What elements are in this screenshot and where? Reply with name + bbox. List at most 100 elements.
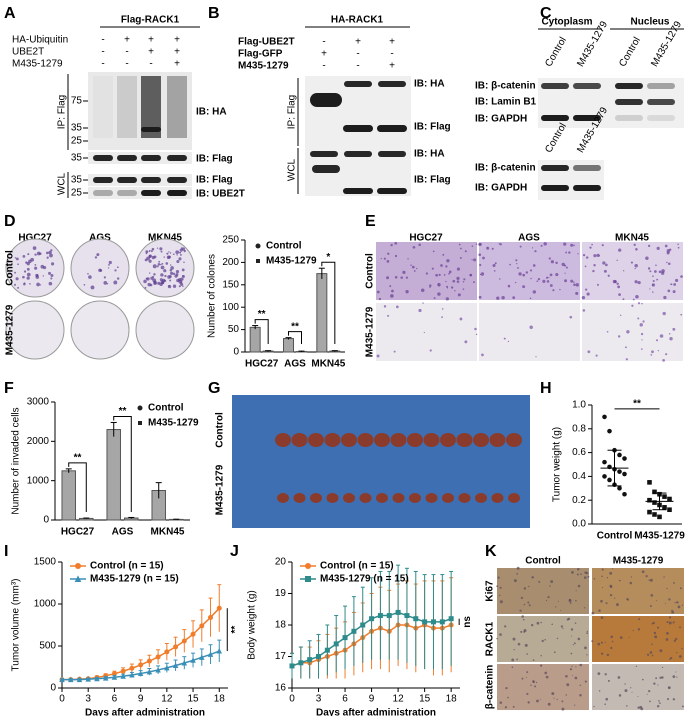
texture-dot	[429, 286, 431, 288]
texture-dot	[607, 274, 610, 277]
texture-dot	[420, 288, 425, 293]
blot-band	[93, 190, 113, 196]
texture-dot	[156, 265, 159, 268]
texture-dot	[662, 358, 665, 362]
texture-dot	[629, 581, 633, 585]
y-tick-label: 3000	[27, 397, 50, 408]
marker	[74, 575, 82, 582]
sign: +	[174, 47, 180, 58]
texture-dot	[673, 639, 677, 642]
texture-dot	[573, 642, 576, 645]
texture-dot	[443, 274, 446, 276]
texture-dot	[569, 315, 573, 319]
texture-dot	[169, 279, 172, 282]
smear	[141, 76, 161, 138]
texture-dot	[463, 278, 466, 281]
blot-label: IB: Flag	[196, 175, 233, 186]
x-tick-label: 18	[446, 694, 458, 705]
row-label: M435-1279	[238, 61, 289, 72]
texture-dot	[635, 665, 638, 668]
texture-dot	[669, 336, 673, 341]
texture-dot	[672, 675, 676, 678]
x-tick-label: 12	[161, 694, 173, 705]
texture-dot	[452, 279, 456, 283]
texture-dot	[445, 297, 449, 301]
texture-dot	[170, 264, 172, 266]
marker	[667, 496, 672, 502]
texture-dot	[521, 677, 524, 680]
texture-dot	[600, 641, 603, 644]
texture-dot	[464, 250, 467, 253]
texture-dot	[666, 261, 668, 264]
texture-dot	[611, 568, 613, 570]
texture-dot	[667, 289, 671, 293]
blot-band	[377, 188, 407, 194]
texture-dot	[570, 652, 573, 655]
texture-dot	[606, 576, 609, 579]
marker	[208, 614, 214, 620]
texture-dot	[151, 247, 155, 251]
texture-dot	[585, 572, 589, 575]
texture-dot	[438, 273, 441, 277]
texture-dot	[680, 275, 683, 278]
fraction-label: Cytoplasm	[541, 17, 592, 28]
texture-dot	[116, 266, 119, 269]
sign: -	[101, 35, 104, 46]
texture-dot	[182, 285, 184, 287]
y-tick-label: 0.8	[572, 423, 586, 434]
bar	[106, 429, 121, 521]
texture-dot	[593, 705, 595, 708]
size-marker: 25	[71, 188, 83, 199]
texture-dot	[166, 252, 169, 255]
texture-dot	[623, 270, 625, 272]
x-tick-label: 0	[289, 694, 295, 705]
texture-dot	[458, 243, 461, 246]
texture-dot	[544, 671, 548, 675]
marker	[305, 563, 311, 569]
texture-dot	[649, 605, 652, 607]
texture-dot	[668, 333, 671, 335]
texture-dot	[654, 270, 657, 273]
micrograph	[582, 242, 683, 300]
texture-dot	[429, 284, 432, 287]
dish	[135, 238, 195, 298]
marker	[652, 500, 657, 505]
tumor	[392, 493, 405, 503]
marker	[622, 491, 627, 497]
texture-dot	[160, 250, 163, 253]
texture-dot	[48, 281, 53, 286]
texture-dot	[626, 597, 629, 601]
tumor	[390, 433, 407, 447]
y-tick-label: 0	[233, 347, 239, 358]
sig-label: **	[74, 453, 82, 464]
texture-dot	[511, 666, 514, 669]
texture-dot	[46, 256, 49, 259]
marker	[120, 668, 126, 674]
texture-dot	[501, 296, 505, 300]
texture-dot	[652, 291, 654, 293]
size-marker: 75	[71, 96, 83, 107]
texture-dot	[179, 248, 183, 252]
texture-dot	[649, 651, 653, 654]
blot-band	[573, 185, 601, 191]
texture-dot	[555, 261, 558, 265]
texture-dot	[457, 293, 461, 297]
texture-dot	[630, 261, 633, 264]
texture-dot	[525, 271, 529, 274]
texture-dot	[512, 637, 516, 641]
texture-dot	[666, 698, 670, 701]
blot-band	[167, 155, 187, 161]
texture-dot	[497, 576, 500, 579]
tumor	[473, 433, 489, 447]
marker	[369, 616, 375, 622]
texture-dot	[552, 289, 555, 292]
texture-dot	[411, 265, 415, 269]
texture-dot	[22, 275, 25, 279]
blot-band	[141, 190, 161, 196]
texture-dot	[178, 257, 182, 261]
texture-dot	[602, 261, 606, 265]
texture-dot	[617, 676, 621, 679]
marker	[422, 619, 428, 625]
marker	[199, 654, 205, 660]
texture-dot	[517, 266, 519, 269]
